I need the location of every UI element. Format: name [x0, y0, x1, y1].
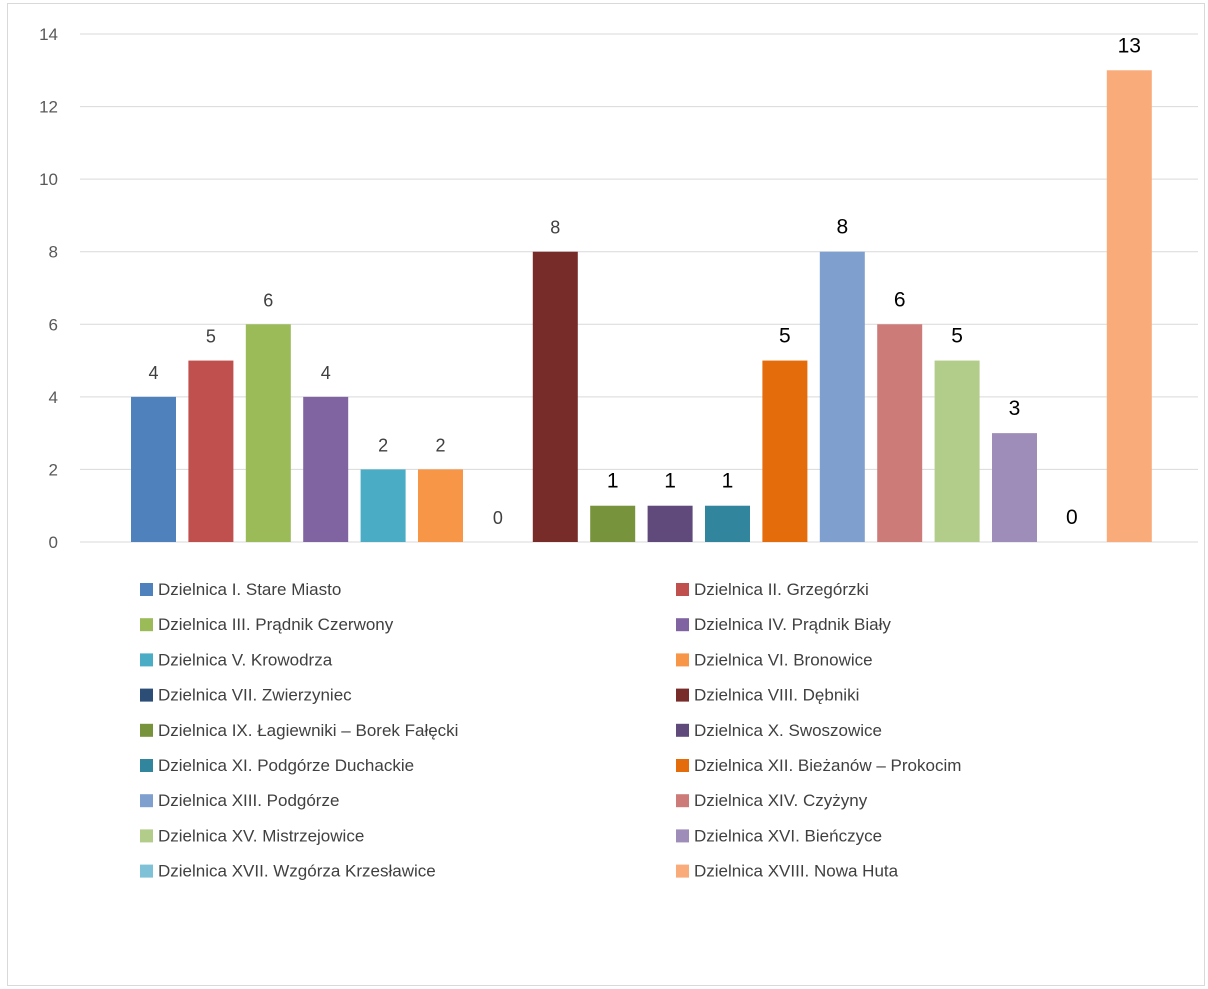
- legend-label: Dzielnica XVIII. Nowa Huta: [694, 862, 899, 881]
- data-label: 13: [1118, 34, 1141, 57]
- y-tick-label: 2: [49, 460, 58, 479]
- legend-swatch: [676, 723, 689, 737]
- bar: [705, 505, 750, 542]
- y-axis-ticks: 0 2 4 6 8 10 12 14: [39, 25, 58, 552]
- data-label: 6: [263, 290, 273, 310]
- legend-swatch: [676, 759, 689, 772]
- legend-swatch: [140, 653, 153, 667]
- bar: [590, 505, 636, 542]
- legend-label: Dzielnica V. Krowodrza: [158, 650, 333, 669]
- bar: [360, 469, 406, 542]
- legend: Dzielnica I. Stare Miasto Dzielnica II. G…: [140, 580, 961, 881]
- bar: [877, 324, 923, 542]
- data-label: 8: [836, 216, 848, 239]
- data-label: 5: [779, 325, 791, 348]
- y-tick-label: 4: [49, 388, 58, 407]
- data-label: 0: [1066, 506, 1078, 529]
- data-label: 6: [894, 288, 906, 311]
- data-label: 4: [321, 363, 331, 383]
- legend-label: Dzielnica XVII. Wzgórza Krzesławice: [158, 862, 436, 881]
- legend-swatch: [140, 794, 153, 808]
- legend-swatch: [140, 759, 153, 772]
- legend-swatch: [140, 864, 153, 878]
- bar: [1106, 70, 1152, 543]
- data-label: 3: [1009, 397, 1021, 420]
- bar: [532, 251, 578, 542]
- legend-label: Dzielnica XIV. Czyżyny: [694, 791, 868, 810]
- y-tick-label: 10: [39, 170, 58, 189]
- y-tick-label: 14: [39, 25, 58, 44]
- y-tick-label: 6: [49, 315, 58, 334]
- bar: [992, 433, 1037, 542]
- data-label: 5: [206, 327, 216, 347]
- bar: [245, 324, 291, 542]
- legend-label: Dzielnica XVI. Bieńczyce: [694, 826, 882, 845]
- chart-frame: 0 2 4 6 8 10 12 14 4 5 6 4 2 2 0 8 1 1 1 5 8 6 5 3 0 13 Dzielnic…: [7, 3, 1205, 986]
- bars: [131, 70, 1152, 543]
- data-label: 2: [378, 435, 388, 455]
- legend-swatch: [676, 583, 689, 596]
- bar: [131, 396, 176, 542]
- legend-swatch: [676, 794, 689, 808]
- legend-label: Dzielnica XV. Mistrzejowice: [158, 826, 364, 845]
- legend-label: Dzielnica I. Stare Miasto: [158, 580, 341, 599]
- y-tick-label: 8: [49, 243, 58, 262]
- legend-swatch: [140, 829, 153, 843]
- legend-swatch: [676, 618, 689, 632]
- legend-label: Dzielnica IV. Prądnik Biały: [694, 615, 891, 634]
- data-label: 5: [951, 325, 963, 348]
- bar: [762, 360, 808, 542]
- data-label: 8: [550, 218, 560, 238]
- legend-label: Dzielnica III. Prądnik Czerwony: [158, 615, 394, 634]
- data-label: 1: [664, 470, 676, 493]
- legend-swatch: [140, 688, 153, 702]
- legend-swatch: [676, 653, 689, 667]
- legend-swatch: [676, 688, 689, 702]
- legend-label: Dzielnica IX. Łagiewniki – Borek Fałęcki: [158, 721, 458, 740]
- legend-swatch: [676, 829, 689, 843]
- bar: [303, 396, 349, 542]
- legend-swatch: [140, 583, 153, 596]
- data-label: 0: [493, 508, 503, 528]
- data-label: 1: [607, 470, 619, 493]
- bar-chart: 0 2 4 6 8 10 12 14 4 5 6 4 2 2 0 8 1 1 1 5 8 6 5 3 0 13 Dzielnic…: [39, 25, 1198, 881]
- bar: [418, 469, 463, 542]
- data-label: 1: [722, 470, 734, 493]
- legend-label: Dzielnica XIII. Podgórze: [158, 791, 339, 810]
- data-label: 2: [435, 435, 445, 455]
- legend-label: Dzielnica X. Swoszowice: [694, 721, 882, 740]
- legend-swatch: [140, 618, 153, 632]
- bar: [934, 360, 980, 542]
- legend-label: Dzielnica II. Grzegórzki: [694, 580, 869, 599]
- bar: [819, 251, 865, 542]
- legend-label: Dzielnica VII. Zwierzyniec: [158, 686, 352, 705]
- bar: [188, 360, 234, 542]
- legend-label: Dzielnica VIII. Dębniki: [694, 686, 859, 705]
- legend-label: Dzielnica XII. Bieżanów – Prokocim: [694, 756, 961, 775]
- y-tick-label: 0: [49, 533, 58, 552]
- data-labels: 4 5 6 4 2 2 0 8 1 1 1 5 8 6 5 3 0 13: [148, 34, 1140, 529]
- legend-swatch: [140, 723, 153, 737]
- bar: [647, 505, 693, 542]
- legend-label: Dzielnica XI. Podgórze Duchackie: [158, 756, 414, 775]
- y-tick-label: 12: [39, 98, 58, 117]
- legend-label: Dzielnica VI. Bronowice: [694, 650, 873, 669]
- legend-swatch: [676, 864, 689, 878]
- data-label: 4: [148, 363, 158, 383]
